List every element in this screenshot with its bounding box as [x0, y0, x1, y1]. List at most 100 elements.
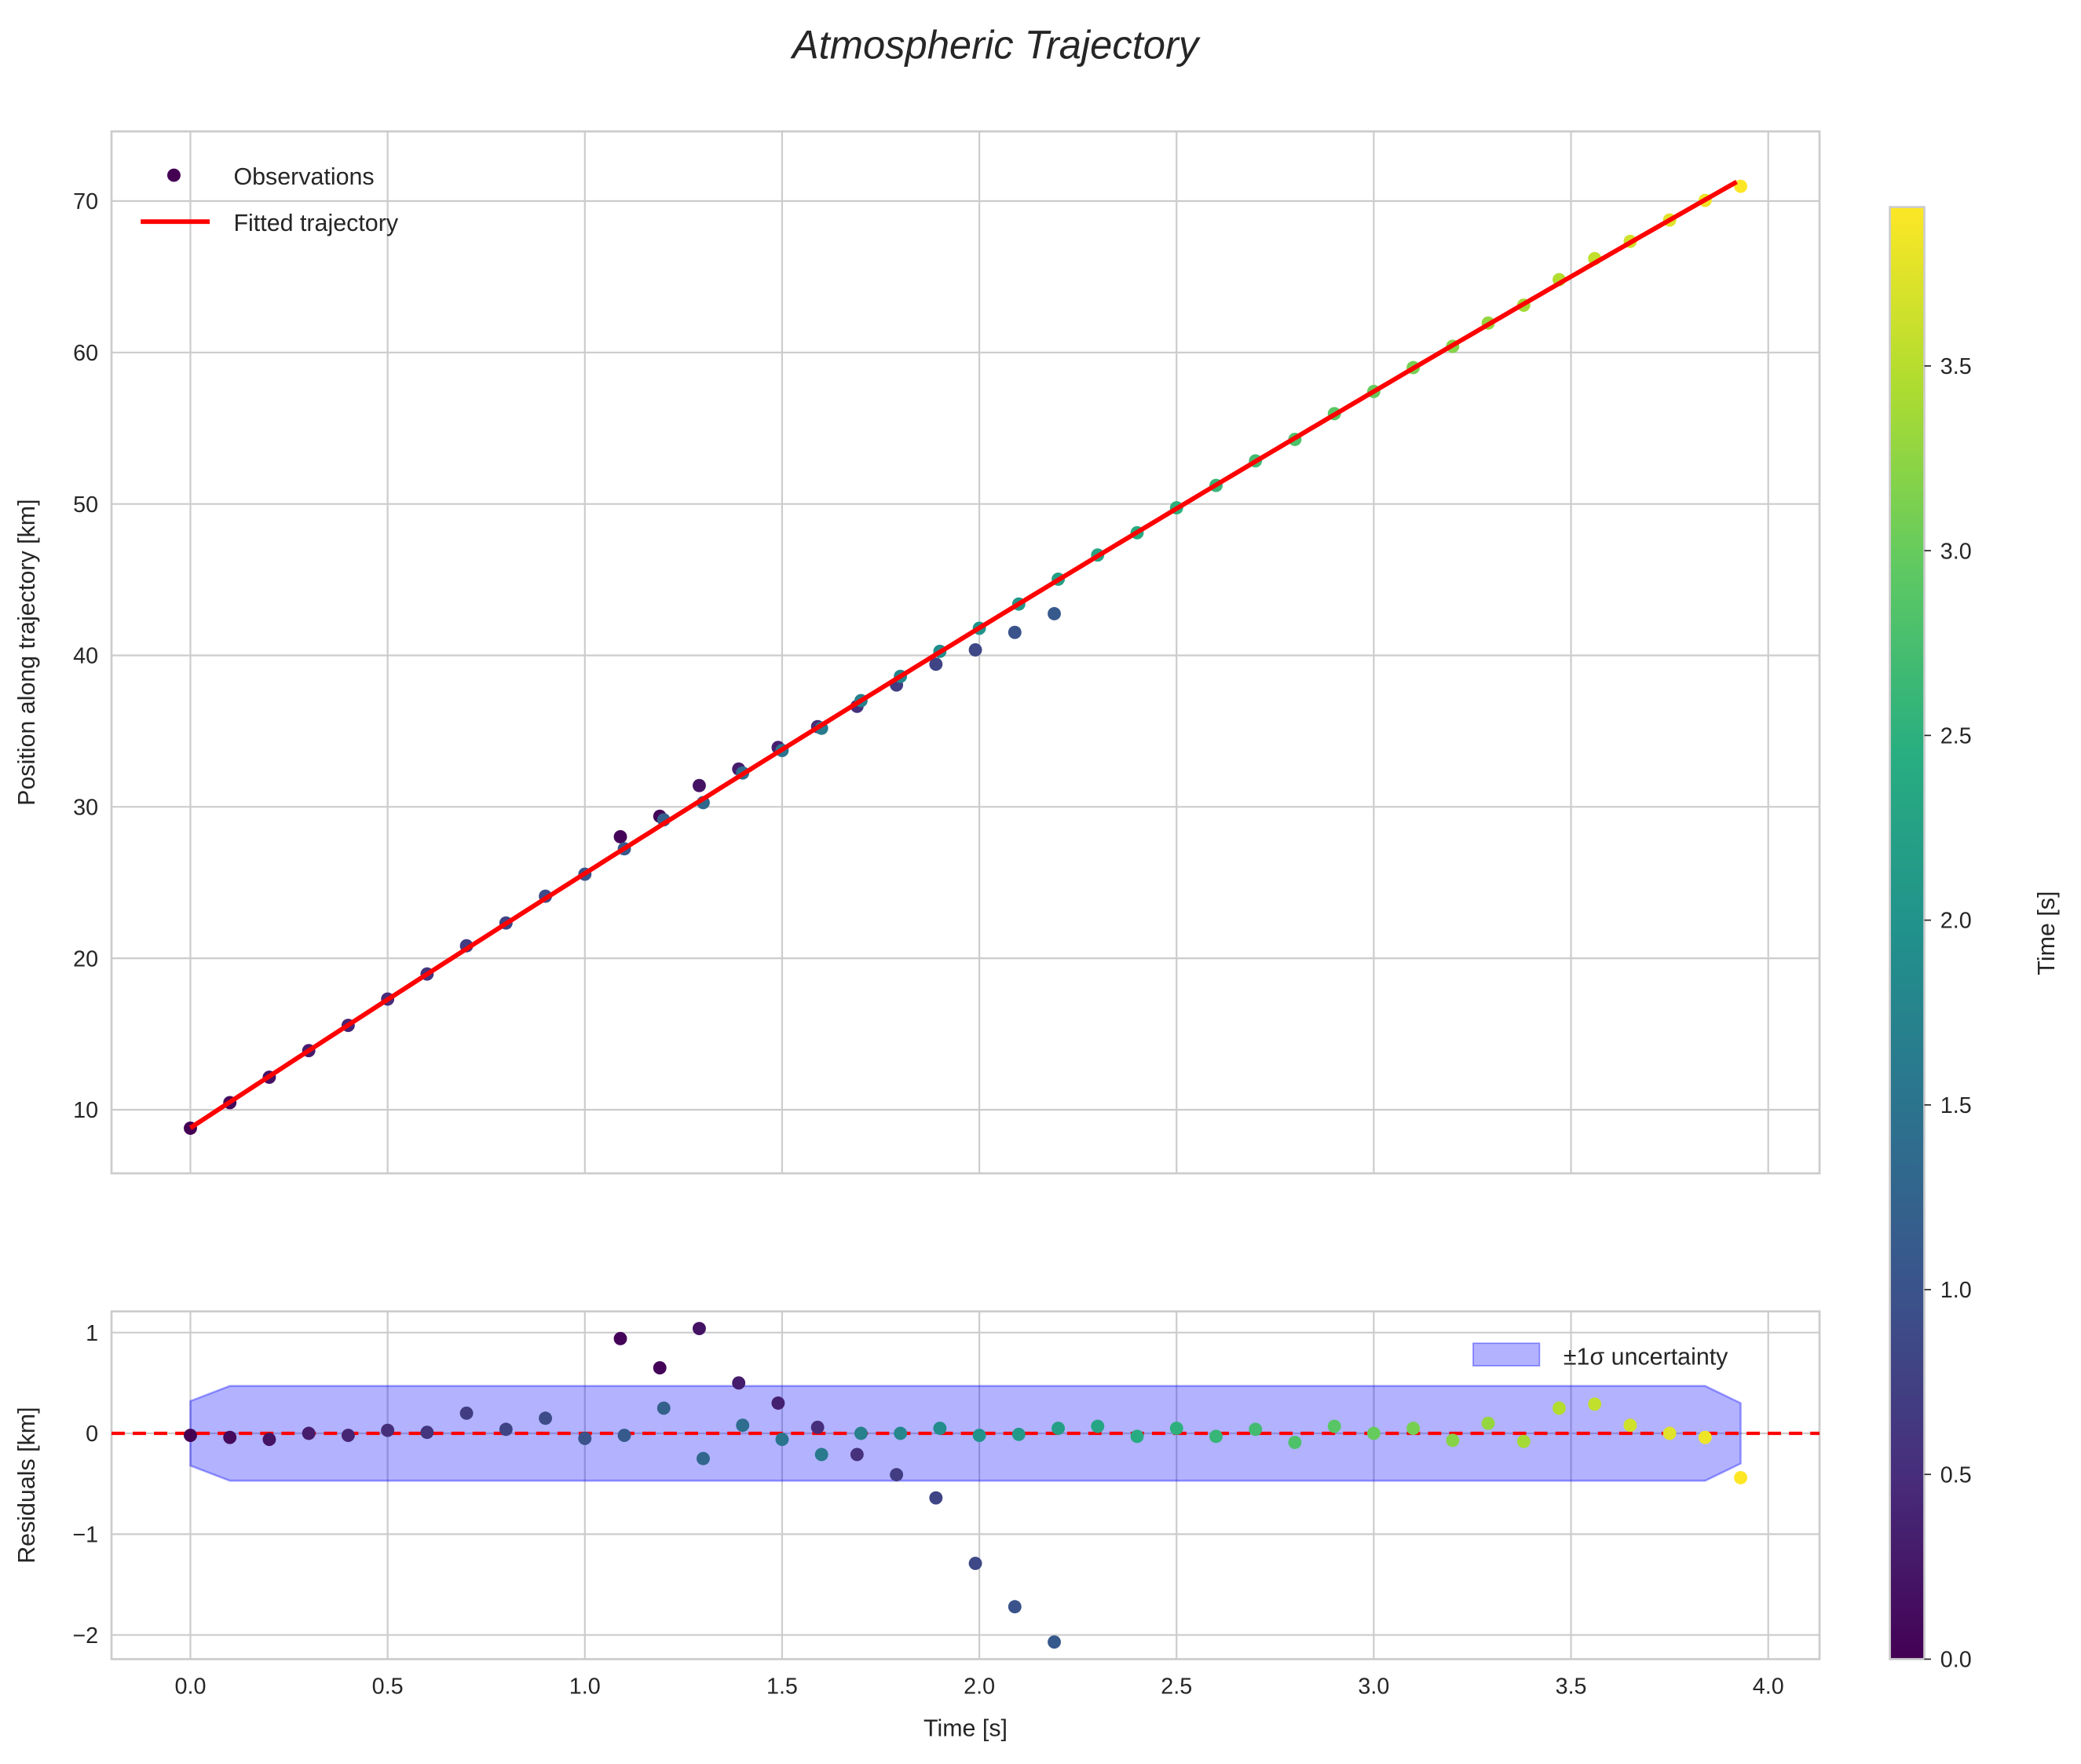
residual-point [1734, 1471, 1748, 1484]
residual-point [420, 1425, 434, 1440]
residual-point [1446, 1433, 1460, 1447]
residual-point [775, 1433, 789, 1447]
chart-title: Atmospheric Trajectory [790, 22, 1201, 67]
residual-point [578, 1431, 592, 1445]
residual-point [1662, 1426, 1677, 1440]
colorbar-gradient [1889, 206, 1926, 1660]
residual-point [499, 1422, 513, 1436]
x-tick-label: 2.0 [964, 1674, 995, 1699]
observation-point [1008, 625, 1022, 639]
residual-point [968, 1557, 982, 1571]
residual-point [1288, 1436, 1302, 1450]
y-tick-label: −1 [72, 1522, 98, 1547]
observation-point [968, 643, 982, 657]
x-tick-label: 1.5 [766, 1674, 798, 1699]
y-tick-label: 50 [73, 492, 98, 518]
y-tick-label: −2 [72, 1623, 98, 1649]
residual-point [539, 1411, 553, 1425]
residual-legend: ±1σ uncertainty [1472, 1342, 1728, 1370]
main-legend: Observations Fitted trajectory [141, 163, 399, 236]
residual-point [653, 1361, 667, 1375]
residual-point [656, 1401, 671, 1415]
axes-frame [110, 1310, 1821, 1660]
colorbar-tick-label: 2.5 [1940, 724, 1972, 749]
residual-point [1327, 1419, 1341, 1433]
residual-point [890, 1468, 904, 1482]
colorbar-tick-label: 3.5 [1940, 354, 1972, 379]
y-tick-label: 1 [86, 1321, 98, 1346]
colorbar: Time [s] 0.0 0.5 1.0 1.5 2.0 2.5 3.0 3.5 [1889, 206, 2060, 1673]
residual-point [617, 1429, 631, 1443]
residual-point [1091, 1419, 1105, 1433]
x-tick-label: 0.5 [372, 1674, 404, 1699]
x-tick-label: 3.0 [1358, 1674, 1389, 1699]
residual-point [814, 1447, 828, 1462]
residual-point [1623, 1418, 1637, 1433]
x-tick-label: 2.5 [1161, 1674, 1192, 1699]
residual-point [894, 1426, 908, 1440]
residual-point [302, 1426, 316, 1440]
y-axis-label: Residuals [km] [13, 1407, 40, 1563]
y-tick-label: 10 [73, 1098, 98, 1123]
y-tick-label: 30 [73, 795, 98, 820]
axes-frame [110, 130, 1821, 1175]
y-tick-label: 40 [73, 644, 98, 669]
residual-point [693, 1322, 706, 1335]
residual-point [459, 1406, 474, 1420]
y-tick-label: 60 [73, 341, 98, 366]
residual-point [1008, 1600, 1022, 1614]
residual-point [341, 1429, 355, 1443]
residual-point [1406, 1422, 1421, 1436]
residual-point [1209, 1429, 1223, 1444]
fitted-trajectory-line [188, 179, 1738, 1130]
x-tick-label: 4.0 [1753, 1674, 1784, 1699]
y-tick-label: 0 [86, 1422, 98, 1447]
residual-point [1481, 1416, 1495, 1430]
residual-point [262, 1433, 276, 1447]
colorbar-tick-label: 3.0 [1940, 539, 1972, 564]
residual-point [736, 1418, 750, 1433]
colorbar-tick-label: 0.0 [1940, 1648, 1972, 1673]
colorbar-tick-label: 1.5 [1940, 1093, 1972, 1118]
colorbar-tick-label: 1.0 [1940, 1278, 1972, 1303]
residual-point [381, 1423, 395, 1437]
x-tick-label: 1.0 [569, 1674, 601, 1699]
residual-point [1169, 1422, 1183, 1436]
residual-point [810, 1420, 825, 1434]
residual-point [1698, 1430, 1712, 1444]
colorbar-tick-label: 2.0 [1940, 909, 1972, 934]
residual-point [732, 1376, 746, 1390]
residual-point [854, 1426, 868, 1440]
residual-point [929, 1491, 943, 1505]
residual-point [697, 1451, 710, 1466]
legend-label-fit: Fitted trajectory [233, 210, 398, 236]
main-axes: 10 20 30 40 50 60 70 Position along trajectory … [13, 130, 1821, 1175]
observation-point [613, 829, 627, 844]
residual-point [1130, 1429, 1144, 1444]
x-tick-label: 3.5 [1556, 1674, 1587, 1699]
legend-label-observations: Observations [233, 163, 374, 190]
residual-point [1051, 1422, 1066, 1436]
residual-point [972, 1429, 986, 1443]
residual-point [933, 1422, 947, 1436]
residual-point [1366, 1426, 1381, 1440]
y-tick-label: 70 [73, 189, 98, 214]
residual-point [1011, 1427, 1026, 1441]
x-tick-label: 0.0 [174, 1674, 206, 1699]
legend-patch-uncertainty [1472, 1342, 1541, 1367]
colorbar-label: Time [s] [2033, 891, 2060, 975]
residual-point [1048, 1635, 1061, 1649]
residual-point [850, 1447, 864, 1462]
legend-marker-observations [166, 168, 181, 182]
y-axis-label: Position along trajectory [km] [13, 499, 40, 805]
colorbar-tick-label: 0.5 [1940, 1462, 1972, 1488]
residual-axes: 0.0 0.5 1.0 1.5 2.0 2.5 3.0 3.5 4.0 −2 −1 0 1 Residua… [13, 1310, 1821, 1742]
residual-point [1249, 1422, 1263, 1436]
observation-point [693, 778, 706, 792]
observation-point [1048, 606, 1061, 620]
legend-label-uncertainty: ±1σ uncertainty [1563, 1343, 1728, 1370]
x-axis-label: Time [s] [923, 1715, 1008, 1742]
y-tick-label: 20 [73, 946, 98, 972]
residual-point [184, 1429, 197, 1443]
